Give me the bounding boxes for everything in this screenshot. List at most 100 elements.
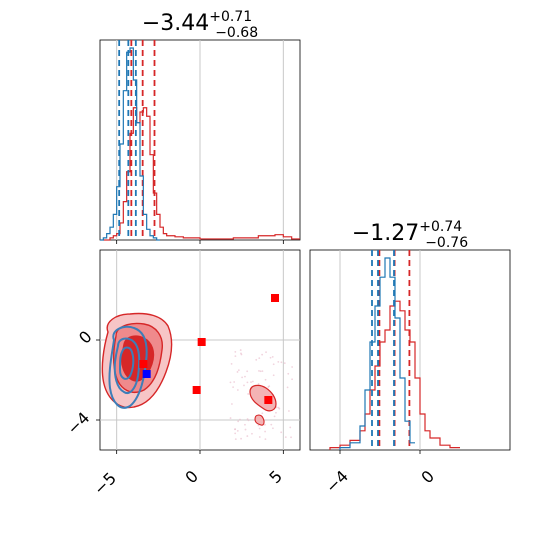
scatter-dot — [244, 375, 246, 378]
blue-contour-mid — [113, 337, 141, 394]
best-fit-marker — [192, 386, 201, 394]
x-tick-label: −5 — [90, 469, 120, 499]
y-tick-label: 0 — [75, 327, 96, 348]
scatter-dot — [246, 370, 249, 373]
scatter-dot — [236, 371, 239, 373]
scatter-dot — [257, 383, 260, 385]
scatter-dot — [287, 372, 290, 375]
scatter-dot — [290, 436, 292, 439]
scatter-dot — [270, 423, 273, 426]
scatter-dot — [233, 381, 236, 383]
tick-marks — [96, 240, 421, 454]
scatter-dot — [264, 423, 266, 426]
scatter-dot — [232, 386, 234, 389]
red-contour-island-small — [254, 414, 265, 426]
scatter-dot — [259, 370, 262, 373]
scatter-dot — [246, 435, 249, 437]
scatter-dot — [258, 357, 261, 360]
scatter-dot — [241, 376, 244, 379]
scatter-dot — [234, 432, 237, 435]
blue-contour-inner — [118, 346, 135, 380]
y-tick-label: −4 — [63, 408, 93, 438]
title-param2: −1.27+0.74 −0.76 — [352, 219, 468, 251]
scatter-dot — [283, 362, 286, 365]
scatter-dot — [251, 380, 254, 383]
scatter-dot — [275, 411, 277, 414]
x-tick-label: 0 — [417, 467, 438, 488]
scatter-dot — [237, 369, 240, 372]
scatter-dot — [273, 415, 276, 418]
scatter-dot — [277, 360, 280, 363]
scatter-dot — [258, 427, 261, 430]
scatter-dot — [236, 430, 239, 432]
scatter-dot — [264, 430, 266, 433]
scatter-dot — [264, 438, 267, 440]
x-tick-label: −4 — [322, 467, 352, 497]
scatter-dot — [250, 381, 252, 384]
scatter-dot — [234, 428, 236, 431]
scatter-dot — [264, 378, 267, 381]
scatter-dot — [246, 381, 249, 384]
scatter-dot — [272, 374, 275, 377]
grid-lines — [339, 250, 421, 450]
scatter-dot — [236, 389, 239, 391]
scatter-dot — [239, 349, 242, 351]
scatter-dot — [229, 417, 232, 419]
histogram-series — [100, 40, 300, 241]
best-fit-markers — [139, 294, 279, 404]
blue-contour-outer — [108, 325, 148, 409]
scatter-dot — [272, 427, 274, 430]
histogram-step-line — [103, 107, 300, 241]
scatter-dot — [269, 356, 272, 359]
scatter-dot — [271, 355, 274, 358]
scatter-dot — [291, 378, 293, 381]
marginal-param1-panel: −3.44+0.71 −0.68 — [99, 9, 301, 241]
scatter-dot — [289, 426, 292, 429]
scatter-dot — [261, 412, 264, 415]
scatter-dot — [234, 438, 237, 441]
scatter-dot — [230, 363, 233, 365]
scatter-dot — [284, 436, 287, 439]
density-contours — [101, 312, 277, 426]
scatter-dot — [261, 353, 264, 356]
scatter-dot — [240, 352, 242, 355]
scatter-dot — [244, 428, 247, 431]
best-fit-marker — [142, 370, 151, 378]
scatter-dot — [268, 385, 271, 388]
scatter-dot — [240, 437, 242, 440]
scatter-dot — [231, 403, 233, 405]
scatter-dot — [247, 419, 250, 422]
scatter-dot — [286, 386, 289, 389]
scatter-dot — [247, 393, 250, 395]
scatter-dot — [239, 418, 241, 421]
scatter-dot — [243, 384, 245, 387]
scatter-dot — [234, 355, 237, 358]
scatter-dot — [244, 423, 246, 426]
histogram-series — [329, 250, 460, 450]
scatter-dot — [265, 351, 267, 354]
scatter-dot — [272, 363, 275, 366]
best-fit-marker — [264, 396, 273, 404]
best-fit-marker — [271, 294, 279, 302]
joint-panel — [99, 249, 301, 451]
x-tick-label: 0 — [181, 467, 202, 488]
scatter-dot — [258, 436, 261, 438]
scatter-dot — [255, 358, 258, 361]
grid-lines — [116, 40, 284, 240]
x-tick-label: 5 — [265, 467, 286, 488]
scatter-dot — [237, 420, 240, 423]
scatter-dot — [258, 370, 260, 372]
best-fit-marker — [197, 338, 206, 346]
marginal-param2-panel: −1.27+0.74 −0.76 — [309, 219, 511, 451]
scatter-dot — [280, 431, 283, 434]
red-contour-island — [249, 384, 277, 412]
scatter-dot — [280, 361, 283, 364]
scatter-dot — [277, 406, 280, 409]
scatter-dot — [246, 418, 249, 420]
scatter-dot — [291, 366, 294, 368]
scatter-dot — [288, 410, 290, 412]
title-param1: −3.44+0.71 −0.68 — [142, 9, 258, 41]
best-fit-marker — [139, 360, 148, 368]
